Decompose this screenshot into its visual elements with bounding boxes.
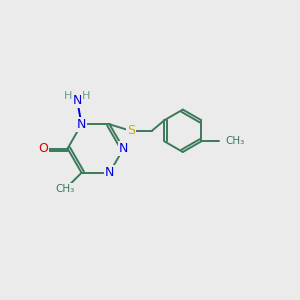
- Text: S: S: [127, 124, 135, 137]
- Text: CH₃: CH₃: [225, 136, 244, 146]
- Text: N: N: [105, 166, 114, 179]
- Text: N: N: [77, 118, 86, 131]
- Text: O: O: [38, 142, 48, 155]
- Text: H: H: [64, 91, 72, 101]
- Text: CH₃: CH₃: [56, 184, 75, 194]
- Text: N: N: [72, 94, 82, 107]
- Text: H: H: [82, 91, 90, 101]
- Text: N: N: [119, 142, 128, 155]
